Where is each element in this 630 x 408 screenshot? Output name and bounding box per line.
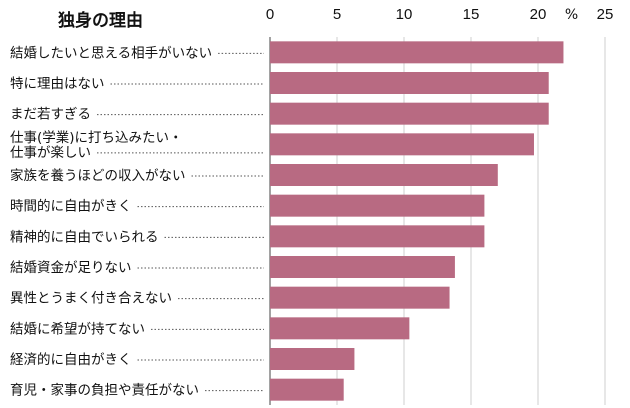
bars xyxy=(270,41,564,401)
bar-7 xyxy=(270,256,455,278)
leader-lines xyxy=(97,52,264,392)
bar-9 xyxy=(270,317,410,340)
axis-ticks: 0 5 10 15 20 25 xyxy=(266,6,614,23)
tick-label-5: 5 xyxy=(333,6,341,23)
category-label-5: 時間的に自由がきく xyxy=(10,199,132,215)
category-label-0: 結婚したいと思える相手がいない xyxy=(10,45,212,61)
bar-1 xyxy=(270,72,549,94)
category-label-1: 特に理由はない xyxy=(10,76,105,92)
chart-title: 独身の理由 xyxy=(58,10,143,31)
category-label-2: まだ若すぎる xyxy=(10,107,91,123)
grid xyxy=(269,37,606,405)
tick-label-0: 0 xyxy=(266,6,274,23)
category-label-9: 結婚に希望が持てない xyxy=(10,321,145,337)
bar-3 xyxy=(270,133,534,156)
tick-label-25: 25 xyxy=(597,6,614,23)
category-labels: 結婚したいと思える相手がいない特に理由はないまだ若すぎる仕事(学業)に打ち込みた… xyxy=(10,45,212,398)
bar-10 xyxy=(270,348,355,370)
bar-0 xyxy=(270,41,564,64)
category-label-3-line-0: 仕事(学業)に打ち込みたい・ xyxy=(10,129,183,146)
category-label-7: 結婚資金が足りない xyxy=(10,260,132,276)
category-label-8: 異性とうまく付き合えない xyxy=(10,291,172,307)
bar-11 xyxy=(270,378,344,401)
category-label-4: 家族を養うほどの収入がない xyxy=(10,167,186,184)
tick-label-20: 20 xyxy=(530,6,547,23)
category-label-6: 精神的に自由でいられる xyxy=(10,229,159,245)
category-label-3-line-1: 仕事が楽しい xyxy=(10,145,91,161)
category-label-11: 育児・家事の負担や責任がない xyxy=(10,382,199,399)
unit-label: % xyxy=(565,7,578,23)
bar-2 xyxy=(270,102,549,125)
bar-5 xyxy=(270,194,485,217)
tick-label-15: 15 xyxy=(463,6,480,23)
bar-6 xyxy=(270,225,485,248)
bar-8 xyxy=(270,286,450,309)
category-label-10: 経済的に自由がきく xyxy=(10,352,132,368)
bar-4 xyxy=(270,164,498,186)
tick-label-10: 10 xyxy=(396,6,413,23)
